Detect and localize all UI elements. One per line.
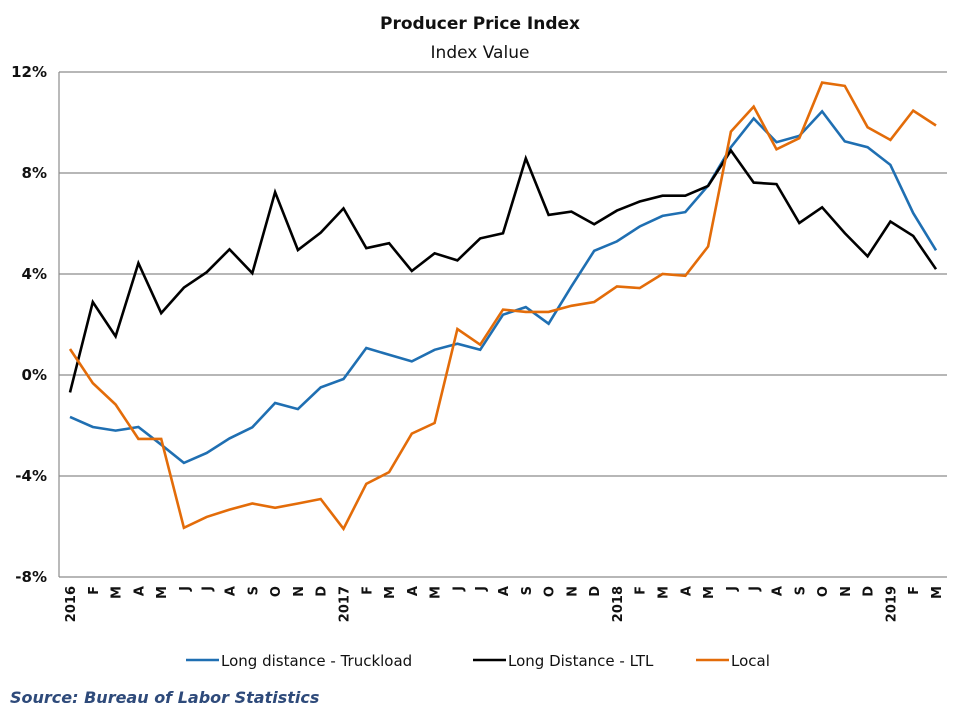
y-tick-label: -4% xyxy=(15,467,47,485)
y-tick-label: 12% xyxy=(11,63,47,81)
x-tick-label: F xyxy=(360,586,375,595)
x-tick-label: J xyxy=(474,586,489,592)
x-tick-label: S xyxy=(246,586,261,595)
series-line xyxy=(68,81,937,532)
x-tick-label: M xyxy=(930,586,945,599)
y-axis-ticks: -8% -4% 0% 4% 8% 12% xyxy=(11,63,47,586)
x-tick-label: A xyxy=(406,586,421,596)
x-tick-label: F xyxy=(634,586,649,595)
chart-subtitle: Index Value xyxy=(431,43,530,63)
x-tick-label: 2016 xyxy=(64,586,79,622)
x-tick-label: A xyxy=(679,586,694,596)
x-tick-label: O xyxy=(816,586,831,597)
x-tick-label: S xyxy=(520,586,535,595)
gridlines xyxy=(58,71,947,578)
x-tick-label: M xyxy=(429,586,444,599)
legend-label: Local xyxy=(731,652,770,670)
x-tick-label: O xyxy=(543,586,558,597)
y-tick-label: 8% xyxy=(22,164,47,182)
x-tick-label: J xyxy=(748,586,763,592)
x-tick-label: S xyxy=(793,586,808,595)
x-tick-label: D xyxy=(862,586,877,597)
x-tick-label: 2018 xyxy=(611,586,626,622)
chart-title: Producer Price Index xyxy=(380,14,580,34)
series-lines xyxy=(68,81,938,532)
y-tick-label: 4% xyxy=(22,265,47,283)
x-tick-label: 2017 xyxy=(337,586,352,622)
y-tick-label: 0% xyxy=(22,366,47,384)
x-tick-label: M xyxy=(702,586,717,599)
x-tick-label: N xyxy=(839,586,854,597)
legend: Long distance - Truckload Long Distance -… xyxy=(186,652,770,670)
x-tick-label: M xyxy=(657,586,672,599)
x-tick-label: F xyxy=(907,586,922,595)
x-tick-label: A xyxy=(770,586,785,596)
x-tick-label: N xyxy=(565,586,580,597)
x-tick-label: N xyxy=(292,586,307,597)
legend-label: Long distance - Truckload xyxy=(221,652,412,670)
x-tick-label: 2019 xyxy=(884,586,899,622)
x-tick-label: A xyxy=(224,586,239,596)
x-tick-label: M xyxy=(155,586,170,599)
x-tick-label: J xyxy=(201,586,216,592)
x-tick-label: M xyxy=(383,586,398,599)
x-tick-label: D xyxy=(315,586,330,597)
x-tick-label: J xyxy=(451,586,466,592)
x-tick-label: J xyxy=(178,586,193,592)
series-line xyxy=(69,109,938,465)
x-tick-label: J xyxy=(725,586,740,592)
x-tick-label: M xyxy=(110,586,125,599)
x-tick-label: O xyxy=(269,586,284,597)
x-tick-label: D xyxy=(588,586,603,597)
x-axis-ticks: 2016 F M A M J J A S O N D 2017 F M A M J J A S O N D 2018 F M A M J J… xyxy=(64,586,945,622)
source-note: Source: Bureau of Labor Statistics xyxy=(10,688,320,707)
y-tick-label: -8% xyxy=(15,568,47,586)
x-tick-label: A xyxy=(132,586,147,596)
x-tick-label: A xyxy=(497,586,512,596)
x-tick-label: F xyxy=(87,586,102,595)
series-line xyxy=(68,148,938,393)
legend-label: Long Distance - LTL xyxy=(508,652,654,670)
